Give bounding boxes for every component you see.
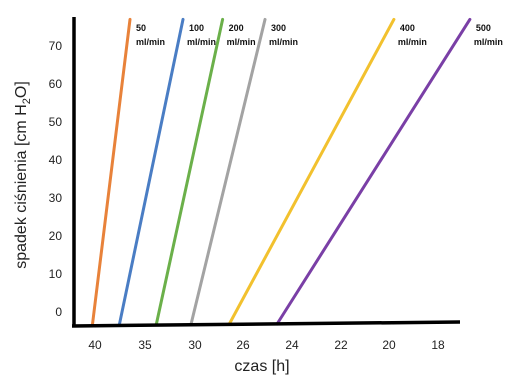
series-label: 100	[189, 23, 204, 33]
series-label-unit: ml/min	[269, 37, 298, 47]
series-label: 200	[229, 23, 244, 33]
y-tick-label: 30	[49, 191, 63, 205]
y-tick-label: 10	[49, 267, 63, 281]
series-labels: 50 ml/min 100 ml/min 200 ml/min 300 ml/min 400 ml…	[136, 23, 503, 47]
y-tick-label: 0	[55, 305, 62, 319]
series-lines	[91, 17, 472, 326]
x-tick-label: 24	[285, 338, 299, 352]
x-tick-label: 35	[138, 338, 152, 352]
x-tick-label: 26	[236, 338, 250, 352]
y-tick-label: 20	[49, 229, 63, 243]
x-axis-title: czas [h]	[234, 358, 289, 375]
series-label: 400	[400, 23, 415, 33]
series-line	[154, 17, 225, 326]
series-label: 50	[136, 23, 146, 33]
y-tick-label: 40	[49, 153, 63, 167]
y-axis-title-subscript: 2	[21, 98, 33, 104]
y-tick-labels: 0 10 20 30 40 50 60 70	[49, 39, 63, 319]
x-tick-label: 22	[334, 338, 348, 352]
x-tick-label: 18	[431, 338, 445, 352]
series-label-unit: ml/min	[136, 37, 165, 47]
x-tick-label: 30	[188, 338, 202, 352]
series-line	[227, 17, 396, 326]
series-label-unit: ml/min	[227, 37, 256, 47]
series-label: 500	[476, 23, 491, 33]
series-line	[91, 17, 132, 326]
series-label-unit: ml/min	[474, 37, 503, 47]
y-tick-label: 50	[49, 115, 63, 129]
x-axis	[71, 320, 461, 328]
y-tick-label: 70	[49, 39, 63, 53]
series-line	[189, 17, 267, 326]
y-tick-label: 60	[49, 77, 63, 91]
series-line	[117, 17, 185, 326]
series-label-unit: ml/min	[187, 37, 216, 47]
y-axis-title-main: spadek ciśnienia [cm H	[13, 104, 30, 269]
y-axis-title: spadek ciśnienia [cm H2O]	[13, 81, 33, 269]
x-tick-labels: 40 35 30 26 24 22 20 18	[88, 338, 445, 352]
y-axis-title-end: O]	[13, 81, 30, 98]
x-tick-label: 40	[88, 338, 102, 352]
series-label-unit: ml/min	[398, 37, 427, 47]
series-line	[275, 17, 472, 326]
x-tick-label: 20	[382, 338, 396, 352]
series-label: 300	[271, 23, 286, 33]
